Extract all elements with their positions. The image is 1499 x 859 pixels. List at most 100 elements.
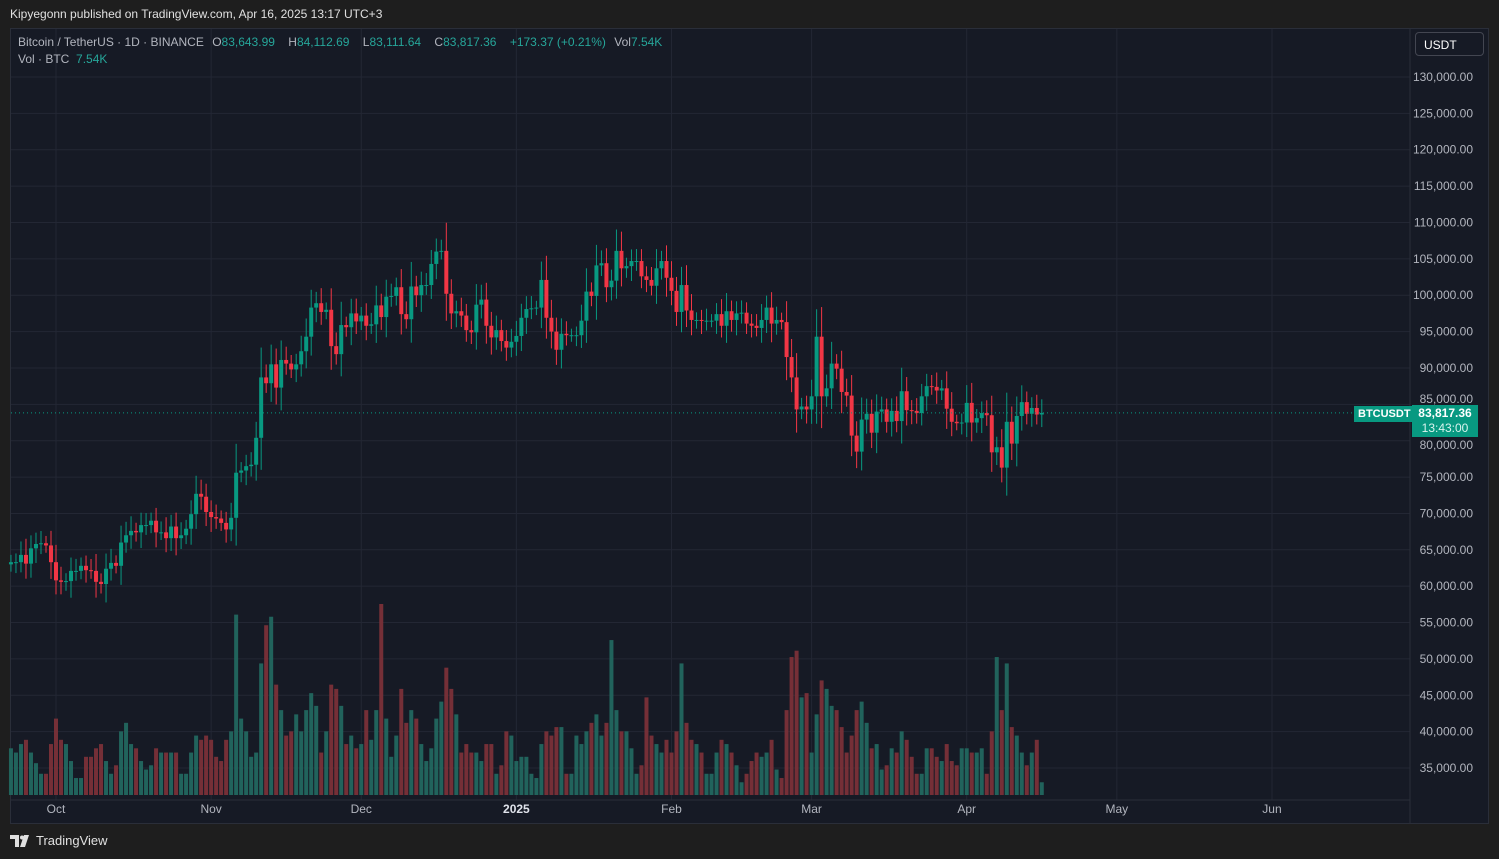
volume-bar (174, 752, 179, 795)
candle-body (914, 410, 919, 414)
volume-bar (1009, 727, 1014, 795)
candle-body (844, 391, 849, 396)
volume-bar (904, 739, 909, 795)
candle-body (909, 410, 914, 412)
candle-body (924, 386, 929, 397)
volume-bar (48, 744, 53, 795)
candle-body (419, 285, 424, 296)
y-tick-label: 95,000.00 (1420, 325, 1474, 339)
volume-bar (374, 710, 379, 795)
volume-bar (699, 752, 704, 795)
volume-bar (944, 744, 949, 795)
y-tick-label: 100,000.00 (1413, 288, 1473, 302)
y-tick-label: 105,000.00 (1413, 252, 1473, 266)
candle-body (979, 413, 984, 419)
candle-body (134, 530, 139, 533)
candle-body (829, 363, 834, 389)
candle-body (814, 336, 819, 397)
candle-body (359, 315, 364, 322)
candle-body (454, 311, 459, 314)
candle-body (579, 320, 584, 336)
candle-body (674, 290, 679, 312)
volume-bar (389, 756, 394, 795)
candle-body (194, 493, 199, 515)
candle-body (84, 565, 89, 571)
symbol-title[interactable]: Bitcoin / TetherUS · 1D · BINANCE (18, 35, 204, 49)
candle-body (434, 251, 439, 264)
x-tick-label: Apr (957, 802, 976, 816)
candle-body (414, 286, 419, 296)
volume-bar (189, 752, 194, 795)
volume-bar (804, 693, 809, 795)
candle-body (169, 526, 174, 539)
candle-body (529, 308, 534, 310)
volume-bar (584, 731, 589, 795)
volume-bar (909, 756, 914, 795)
volume-bar (94, 748, 99, 795)
close-label: C (434, 35, 444, 49)
candle-body (489, 325, 494, 338)
volume-bar (714, 752, 719, 795)
candle-body (389, 295, 394, 297)
candle-body (639, 261, 644, 277)
volume-bar (324, 731, 329, 795)
volume-bar (544, 731, 549, 795)
candle-body (309, 307, 314, 337)
volume-bar (644, 697, 649, 795)
low-label: L (362, 35, 370, 49)
y-tick-label: 75,000.00 (1420, 470, 1474, 484)
candle-body (589, 291, 594, 296)
high-value: H84,112.69 (288, 35, 354, 49)
volume-bar (314, 705, 319, 795)
volume-bar (134, 748, 139, 795)
volume-bar (419, 744, 424, 795)
y-tick-label: 55,000.00 (1420, 616, 1474, 630)
volume-bar (939, 761, 944, 795)
high-label: H (288, 35, 297, 49)
candle-body (649, 279, 654, 286)
volume-indicator-title[interactable]: Vol · BTC (18, 52, 70, 66)
candle-body (894, 410, 899, 422)
volume-bar (294, 714, 299, 795)
candle-body (59, 580, 64, 582)
candle-body (69, 570, 74, 582)
candle-body (179, 535, 184, 539)
volume-bar (404, 722, 409, 795)
candle-body (284, 359, 289, 364)
volume-bar (479, 761, 484, 795)
candle-body (779, 319, 784, 323)
volume-bar (774, 769, 779, 795)
volume-bar (89, 756, 94, 795)
candle-body (569, 335, 574, 337)
volume-bar (13, 752, 18, 795)
volume-bar (464, 744, 469, 795)
volume-bar (574, 735, 579, 795)
high-number: 84,112.69 (296, 35, 350, 49)
x-tick-label: Oct (47, 802, 66, 816)
volume-bar (444, 667, 449, 795)
volume-bar (254, 752, 259, 795)
candle-body (204, 496, 209, 512)
candle-body (874, 411, 879, 433)
footer-brand[interactable]: TradingView (10, 833, 108, 848)
candle-body (1039, 412, 1044, 415)
y-tick-label: 120,000.00 (1413, 143, 1473, 157)
volume-bar (1029, 752, 1034, 795)
candle-body (214, 517, 219, 519)
volume-bar (269, 616, 274, 795)
volume-bar (569, 773, 574, 795)
x-tick-label: Mar (801, 802, 822, 816)
volume-bar (834, 710, 839, 795)
volume-bar (229, 731, 234, 795)
volume-bar (829, 705, 834, 795)
y-tick-label: 80,000.00 (1420, 438, 1474, 452)
candle-body (8, 562, 13, 565)
currency-button[interactable]: USDT (1415, 32, 1484, 56)
volume-bar (609, 640, 614, 795)
volume-bar (889, 748, 894, 795)
volume-bar (669, 752, 674, 795)
candle-body (269, 364, 274, 384)
volume-bar (104, 761, 109, 795)
volume-bar (109, 773, 114, 795)
